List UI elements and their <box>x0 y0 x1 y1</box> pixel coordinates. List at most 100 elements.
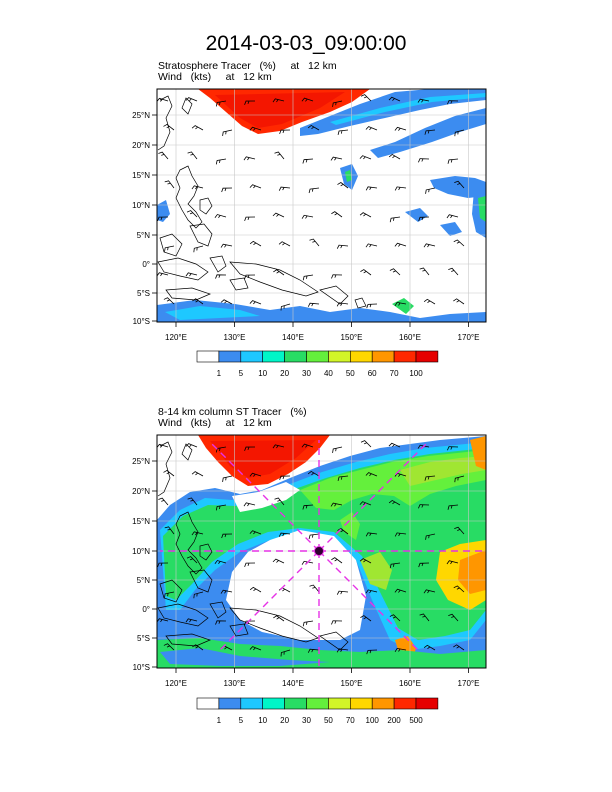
wind-barb <box>280 303 291 311</box>
wind-barb <box>332 100 343 107</box>
wind-barb <box>336 302 349 307</box>
lat-label: 10°N <box>132 547 150 556</box>
colorbar-swatch <box>196 697 220 710</box>
colorbar-swatch <box>349 697 373 710</box>
colorbar-label: 20 <box>280 716 289 725</box>
panel2-ticks <box>152 460 469 673</box>
wind-barb <box>157 97 169 102</box>
wind-barb <box>192 644 204 651</box>
wind-barb <box>163 297 175 305</box>
wind-barb <box>191 125 204 131</box>
wind-barb <box>186 556 198 564</box>
wind-barb <box>425 187 436 194</box>
wind-barb <box>273 269 285 276</box>
wind-barb <box>365 186 378 191</box>
lon-label: 140°E <box>282 333 304 342</box>
wind-barb <box>336 648 349 653</box>
panel1-map: 25°N 20°N 15°N 10°N 5°N 0° 5°S 10°S 120°… <box>132 88 487 342</box>
wind-barb <box>192 298 204 305</box>
wind-barb <box>453 298 465 305</box>
wind-barb <box>424 475 436 481</box>
wind-barb <box>337 129 349 136</box>
wind-barb <box>423 298 436 305</box>
wind-barb <box>394 126 407 131</box>
wind-barb <box>187 497 198 506</box>
colorbar-label: 10 <box>258 716 267 725</box>
wind-barb <box>157 216 169 222</box>
wind-barb <box>164 180 175 189</box>
wind-barb <box>220 243 233 248</box>
colorbar-label: 50 <box>346 369 355 378</box>
panel1-coastlines <box>157 95 367 309</box>
wind-barb <box>185 97 198 102</box>
wind-barb <box>274 497 285 506</box>
panel2-map: 25°N 20°N 15°N 10°N 5°N 0° 5°S 10°S 120°… <box>132 434 487 688</box>
wind-barb <box>453 239 465 247</box>
colorbar-label: 20 <box>280 369 289 378</box>
wind-barb <box>359 155 372 160</box>
colorbar-swatch <box>218 350 242 363</box>
colorbar-label: 50 <box>324 716 333 725</box>
wind-barb <box>389 216 401 223</box>
wind-barb <box>215 620 227 625</box>
wind-barb <box>454 526 465 535</box>
wind-barb <box>221 187 233 193</box>
wind-barb <box>360 615 372 622</box>
wind-barb <box>331 620 343 625</box>
wind-barb <box>307 470 320 477</box>
wind-barb <box>163 123 175 131</box>
wind-barb <box>359 501 372 506</box>
wind-barb <box>164 526 175 535</box>
wind-barb <box>249 472 262 477</box>
lat-label: 20°N <box>132 487 150 496</box>
colorbar-swatch <box>262 350 285 363</box>
wind-barb <box>418 158 430 163</box>
colorbar-label: 70 <box>346 716 355 725</box>
wind-barb <box>157 443 169 448</box>
wind-barb <box>249 646 262 651</box>
wind-barb <box>307 648 320 653</box>
wind-barb <box>365 532 378 537</box>
wind-barb <box>394 588 407 593</box>
lon-label: 130°E <box>224 679 246 688</box>
colorbar-swatch <box>218 697 242 710</box>
wind-barb <box>186 210 198 218</box>
wind-barb <box>331 557 343 564</box>
panel2-wind-barbs <box>157 440 465 657</box>
wind-barb <box>214 560 227 564</box>
lat-label: 20°N <box>132 141 150 150</box>
colorbar-label: 30 <box>302 716 311 725</box>
wind-barb <box>273 615 285 622</box>
wind-barb <box>365 472 378 477</box>
wind-barb <box>394 186 407 191</box>
wind-barb <box>447 158 459 164</box>
wind-barb <box>359 212 372 218</box>
wind-barb <box>244 446 256 451</box>
panel2-lon-labels: 120°E 130°E 140°E 150°E 160°E 170°E <box>165 679 479 688</box>
wind-barb <box>453 644 465 651</box>
wind-barb <box>360 269 372 276</box>
wind-barb <box>453 585 465 593</box>
lat-label: 25°N <box>132 457 150 466</box>
wind-barb <box>365 243 378 248</box>
wind-barb <box>221 533 233 539</box>
wind-barb <box>215 158 227 165</box>
wind-barb <box>157 272 169 277</box>
wind-barb <box>158 151 169 160</box>
colorbar-swatch <box>415 350 439 363</box>
wind-barb <box>424 129 436 135</box>
wind-barb <box>302 504 314 510</box>
wind-barb <box>278 532 291 537</box>
wind-barb <box>388 442 401 448</box>
wind-barb <box>249 300 262 305</box>
wind-barb <box>448 267 459 276</box>
wind-barb <box>447 446 459 451</box>
colorbar-swatch <box>240 350 264 363</box>
wind-barb <box>388 499 401 506</box>
panel1-frame <box>156 88 487 323</box>
wind-barb <box>301 443 314 448</box>
colorbar-swatch <box>240 697 264 710</box>
wind-barb <box>215 274 227 279</box>
wind-barb <box>302 274 314 281</box>
wind-barb <box>417 98 430 103</box>
